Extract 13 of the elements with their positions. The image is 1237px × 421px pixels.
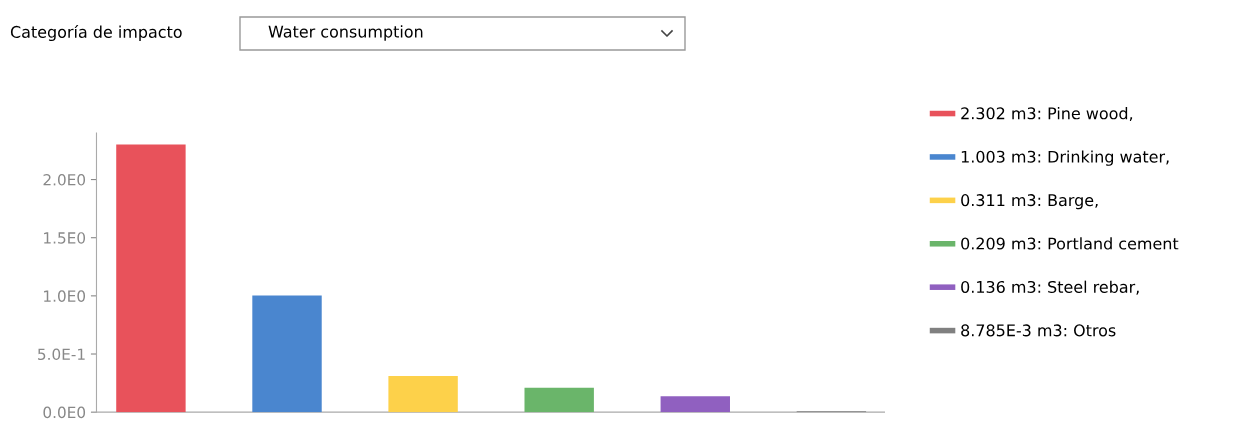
legend-label: 0.136 m3: Steel rebar, bbox=[961, 280, 1139, 295]
y-tick-label: 0.0E0 bbox=[43, 406, 86, 419]
y-tick-label: 2.0E0 bbox=[43, 174, 86, 186]
legend-label: 2.302 m3: Pine wood, bbox=[961, 107, 1133, 121]
y-tick-label: 5.0E-1 bbox=[38, 348, 85, 361]
legend-label: 8.785E-3 m3: Otros bbox=[961, 324, 1116, 337]
legend-label: 0.311 m3: Barge, bbox=[961, 194, 1098, 210]
legend-label: 1.003 m3: Drinking water, bbox=[961, 150, 1169, 166]
text: Categoría de impacto bbox=[10, 24, 182, 42]
y-tick-label: 1.0E0 bbox=[44, 290, 86, 302]
text: Water consumption bbox=[268, 25, 423, 41]
y-tick-label: 1.5E0 bbox=[44, 232, 86, 244]
legend-label: 0.209 m3: Portland cement bbox=[961, 237, 1179, 250]
